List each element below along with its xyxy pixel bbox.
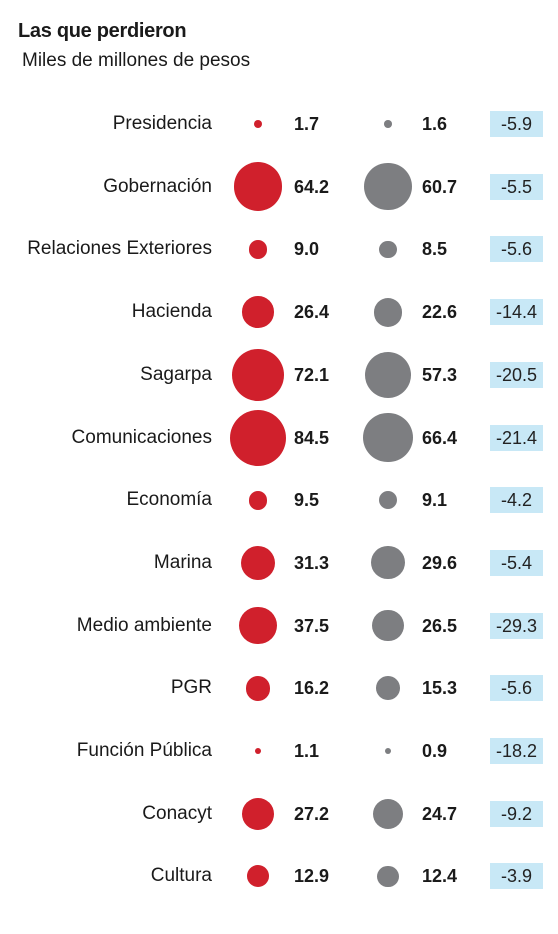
series1-value: 64.2 [294,176,330,197]
table-row: Hacienda 26.4 22.6 -14.4 [0,292,558,332]
change-badge: -9.2 [490,800,543,827]
series1-bubble [239,606,277,645]
series1-value: 31.3 [294,552,330,573]
change-badge: -20.5 [490,361,543,388]
row-label: Relaciones Exteriores [27,238,212,260]
row-label: Marina [153,551,212,573]
series1-value: 16.2 [294,678,330,699]
row-label: Medio ambiente [76,614,212,636]
row-label: Economía [126,489,212,511]
series2-bubble [385,748,391,754]
series1-value: 37.5 [294,615,330,636]
series2-value: 29.6 [422,552,458,573]
series2-value: 8.5 [422,239,448,260]
series1-value: 27.2 [294,803,330,824]
series2-value: 0.9 [422,741,448,761]
series1-bubble [232,348,284,401]
table-row: Economía 9.5 9.1 -4.2 [0,480,558,520]
series1-bubble [240,545,276,580]
series1-bubble [248,490,268,510]
series1-value: 84.5 [294,427,330,448]
change-badge: -5.9 [490,111,543,137]
change-badge: -14.4 [490,299,543,326]
row-label: Hacienda [131,301,212,323]
series1-value: 1.1 [294,741,320,761]
series1-value: 12.9 [294,866,330,887]
change-badge: -4.2 [490,487,543,514]
change-badge: -3.9 [490,863,543,890]
series1-value: 1.7 [294,114,320,134]
series2-bubble [373,297,403,327]
series2-value: 26.5 [422,615,458,636]
row-label: Función Pública [76,740,212,761]
series1-value: 9.0 [294,239,320,260]
series2-bubble [364,351,412,398]
series1-value: 26.4 [294,302,330,323]
chart-title: Las que perdieron [18,20,187,42]
series2-bubble [363,412,413,463]
series1-bubble [242,797,274,830]
row-label: Sagarpa [140,363,212,385]
series2-value: 9.1 [422,490,448,511]
series2-value: 1.6 [422,114,448,134]
series1-bubble [254,747,262,755]
row-label: Comunicaciones [71,426,212,448]
series1-bubble [233,162,283,212]
series1-bubble [230,409,286,466]
change-badge: -5.4 [490,549,543,576]
change-badge: -5.6 [490,236,543,263]
series1-bubble [242,296,274,328]
change-badge: -5.5 [490,173,543,200]
series2-bubble [379,240,397,259]
series2-value: 60.7 [422,176,458,197]
series2-value: 24.7 [422,803,458,824]
series1-value: 9.5 [294,490,320,511]
series2-bubble [371,546,405,580]
table-row: Sagarpa 72.1 57.3 -20.5 [0,348,558,401]
change-badge: -29.3 [490,612,543,639]
series1-bubble [248,240,268,259]
change-badge: -5.6 [490,675,543,702]
series1-bubble [245,676,271,701]
table-row: Comunicaciones 84.5 66.4 -21.4 [0,409,558,466]
table-row: Función Pública 1.1 0.9 -18.2 [0,731,558,771]
series1-bubble [254,120,262,128]
series2-value: 22.6 [422,302,458,323]
chart-subtitle: Miles de millones de pesos [22,50,251,71]
table-row: Cultura 12.9 12.4 -3.9 [0,856,558,896]
row-label: Gobernación [103,175,212,197]
series2-bubble [378,490,398,510]
series2-value: 57.3 [422,364,458,385]
row-label: Presidencia [112,113,212,134]
table-row: Conacyt 27.2 24.7 -9.2 [0,794,558,834]
series2-value: 12.4 [422,866,458,887]
row-label: Conacyt [142,802,212,824]
series2-bubble [384,120,392,128]
table-row: Medio ambiente 37.5 26.5 -29.3 [0,606,558,646]
series2-value: 15.3 [422,678,458,699]
series2-bubble [372,798,404,829]
series1-value: 72.1 [294,364,330,385]
table-row: PGR 16.2 15.3 -5.6 [0,668,558,708]
series1-bubble [247,865,269,888]
table-row: Marina 31.3 29.6 -5.4 [0,543,558,583]
table-row: Relaciones Exteriores 9.0 8.5 -5.6 [0,229,558,269]
table-row: Gobernación 64.2 60.7 -5.5 [0,162,558,212]
change-badge: -18.2 [490,738,543,764]
series2-value: 66.4 [422,427,458,448]
row-label: PGR [170,677,212,699]
change-badge: -21.4 [490,424,543,451]
series2-bubble [364,162,412,211]
series2-bubble [376,676,400,701]
series2-bubble [377,865,399,888]
row-label: Cultura [150,865,212,887]
series2-bubble [372,609,404,642]
table-row: Presidencia 1.7 1.6 -5.9 [0,104,558,144]
